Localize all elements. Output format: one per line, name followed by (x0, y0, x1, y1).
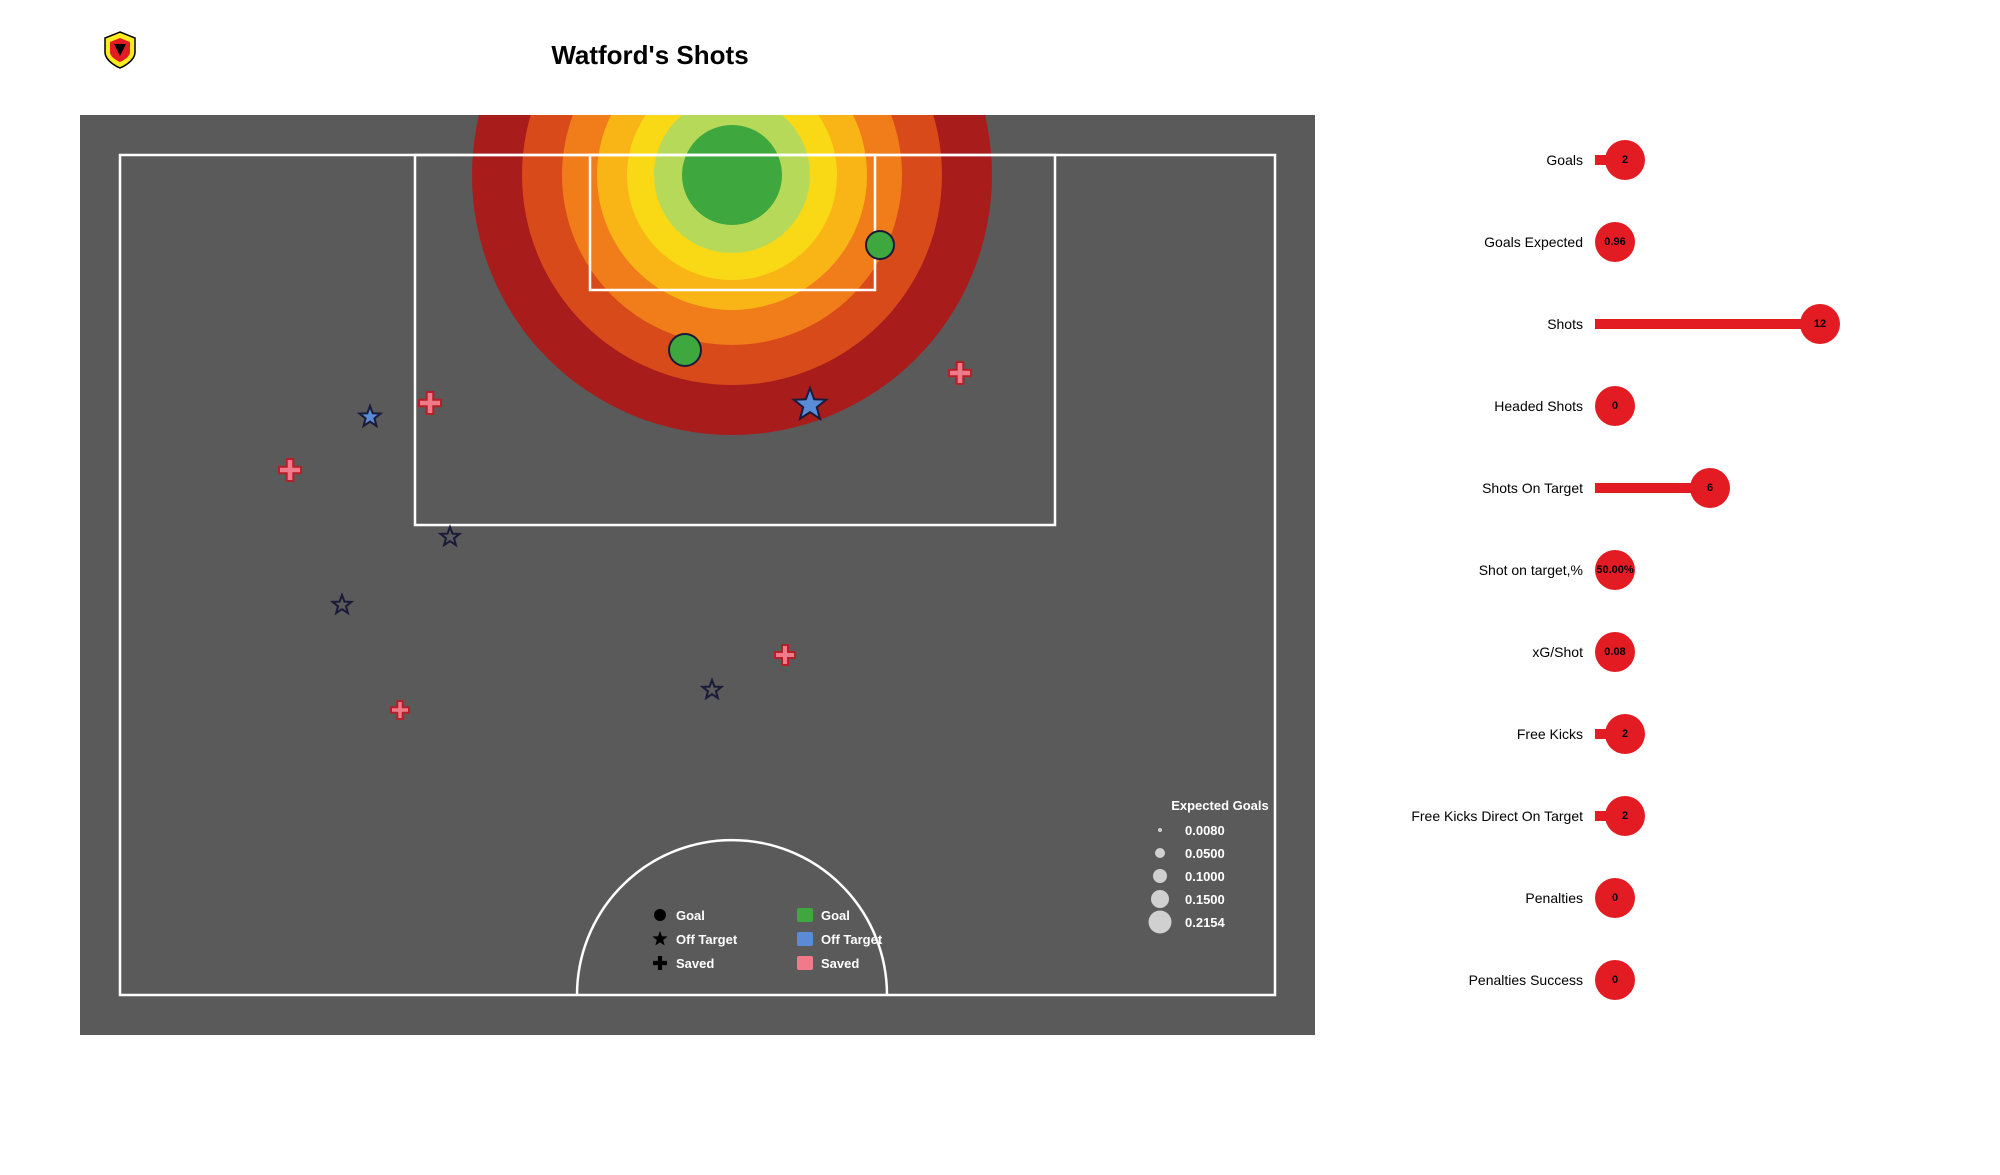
stat-row: Headed Shots0 (1400, 386, 1900, 426)
legend-xg-label: 0.2154 (1185, 915, 1226, 930)
stat-bar-area: 0.96 (1595, 222, 1900, 262)
legend-label: Saved (821, 956, 859, 971)
stat-label: xG/Shot (1400, 644, 1595, 661)
stat-value-bubble: 2 (1605, 714, 1645, 754)
shot-goal (669, 334, 701, 366)
stat-bar-area: 50.00% (1595, 550, 1900, 590)
stat-label: Penalties (1400, 890, 1595, 907)
stat-bar-area: 0 (1595, 386, 1900, 426)
stat-row: Shots 12 (1400, 304, 1900, 344)
stat-bar-area: 6 (1595, 468, 1900, 508)
stat-row: Goals 2 (1400, 140, 1900, 180)
stat-value-bubble: 2 (1605, 796, 1645, 836)
stat-label: Shots (1400, 316, 1595, 333)
stat-value-bubble: 6 (1690, 468, 1730, 508)
stat-label: Penalties Success (1400, 972, 1595, 989)
stat-value-bubble: 0.08 (1595, 632, 1635, 672)
stat-label: Goals (1400, 152, 1595, 169)
stat-row: Free Kicks 2 (1400, 714, 1900, 754)
stat-value-bubble: 0 (1595, 878, 1635, 918)
legend-xg-title: Expected Goals (1171, 798, 1269, 813)
legend-label: Off Target (676, 932, 738, 947)
stat-label: Free Kicks (1400, 726, 1595, 743)
stat-row: Shots On Target 6 (1400, 468, 1900, 508)
stat-label: Free Kicks Direct On Target (1400, 808, 1595, 825)
stat-label: Goals Expected (1400, 234, 1595, 251)
stat-bar (1595, 319, 1820, 329)
stat-value-bubble: 12 (1800, 304, 1840, 344)
stat-value-bubble: 0.96 (1595, 222, 1635, 262)
pitch-shot-map: Goal Off Target Saved Goal Off Target Saved Ex… (80, 115, 1315, 1035)
legend-xg-label: 0.0500 (1185, 846, 1225, 861)
stat-value-bubble: 0 (1595, 960, 1635, 1000)
stat-value-bubble: 0 (1595, 386, 1635, 426)
stat-row: Penalties Success0 (1400, 960, 1900, 1000)
legend-xg-label: 0.1000 (1185, 869, 1225, 884)
stat-bar-area: 0 (1595, 878, 1900, 918)
stat-label: Shots On Target (1400, 480, 1595, 497)
stat-bar-area: 0 (1595, 960, 1900, 1000)
legend-label: Saved (676, 956, 714, 971)
stat-value-bubble: 50.00% (1595, 550, 1635, 590)
stat-row: Goals Expected0.96 (1400, 222, 1900, 262)
legend-xg-label: 0.0080 (1185, 823, 1225, 838)
stats-panel: Goals 2 Goals Expected0.96 Shots 12 Headed Sh… (1400, 140, 1900, 1042)
stat-bar-area: 12 (1595, 304, 1900, 344)
stat-row: Free Kicks Direct On Target 2 (1400, 796, 1900, 836)
stat-bar-area: 2 (1595, 714, 1900, 754)
stat-row: xG/Shot0.08 (1400, 632, 1900, 672)
stat-value-bubble: 2 (1605, 140, 1645, 180)
stat-bar-area: 0.08 (1595, 632, 1900, 672)
stat-row: Penalties0 (1400, 878, 1900, 918)
chart-title: Watford's Shots (0, 40, 1300, 71)
stat-label: Shot on target,% (1400, 562, 1595, 579)
stat-bar-area: 2 (1595, 140, 1900, 180)
legend-label: Goal (676, 908, 705, 923)
legend-xg-label: 0.1500 (1185, 892, 1225, 907)
stat-label: Headed Shots (1400, 398, 1595, 415)
shot-goal (866, 231, 894, 259)
legend-label: Off Target (821, 932, 883, 947)
legend-label: Goal (821, 908, 850, 923)
stat-bar-area: 2 (1595, 796, 1900, 836)
stat-row: Shot on target,%50.00% (1400, 550, 1900, 590)
